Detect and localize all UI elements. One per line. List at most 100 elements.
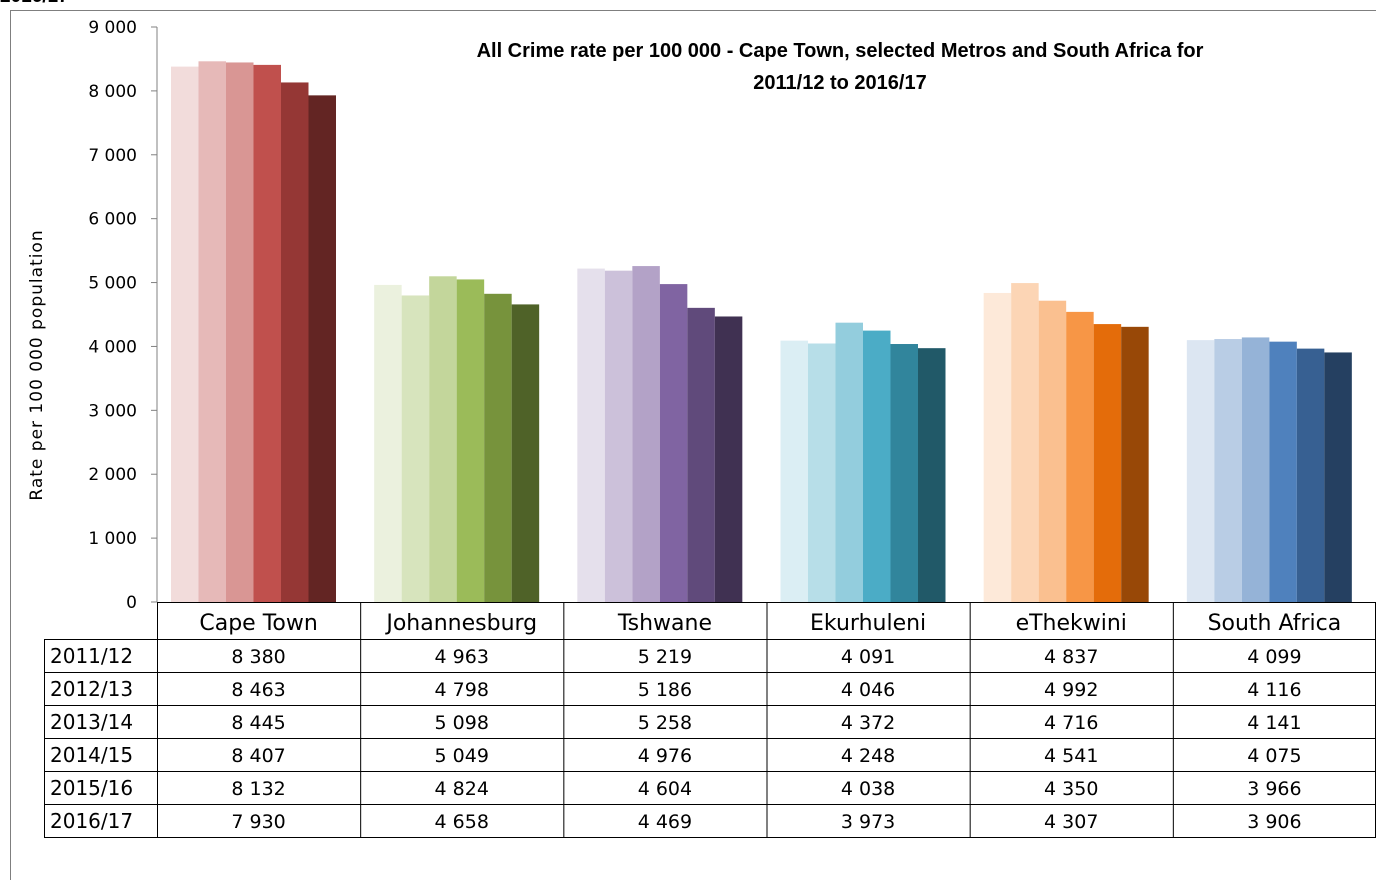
y-tick-label: 0: [126, 593, 137, 613]
table-cell: 4 099: [1247, 646, 1301, 668]
bar: [835, 322, 863, 602]
bar: [780, 340, 808, 602]
table-header-category: Johannesburg: [384, 611, 537, 636]
table-row-label: 2016/17: [50, 809, 133, 833]
bar: [1011, 283, 1039, 602]
y-tick-label: 8 000: [88, 82, 137, 102]
table-cell: 8 132: [231, 778, 285, 800]
bar: [1241, 337, 1270, 602]
bar: [456, 279, 485, 602]
table-cell: 3 906: [1247, 811, 1301, 833]
table-cell: 4 976: [638, 745, 692, 767]
chart-title-line2: 2011/12 to 2016/17: [753, 72, 926, 94]
bar: [1269, 341, 1297, 602]
bar: [171, 66, 199, 603]
table-cell: 4 350: [1044, 778, 1098, 800]
bar: [401, 295, 430, 602]
bar-group: [780, 322, 946, 602]
y-axis: 0 1 000 2 000 3 000 4 000 5 000 6 000 7 000 8 00…: [88, 18, 158, 613]
bars: [171, 61, 1352, 603]
bar: [890, 344, 918, 602]
bar: [1066, 311, 1094, 602]
y-tick-label: 6 000: [88, 210, 137, 230]
table-cell: 5 219: [638, 646, 692, 668]
bar: [714, 316, 743, 602]
bar: [429, 276, 457, 602]
bar: [1324, 352, 1352, 602]
bar: [198, 61, 226, 602]
table-cell: 8 407: [231, 745, 285, 767]
bar: [808, 343, 836, 602]
data-table: Cape Town Johannesburg Tshwane Ekurhuleni eT…: [44, 602, 1376, 838]
bar: [511, 304, 540, 602]
bar: [659, 284, 688, 602]
bar: [604, 270, 633, 602]
bar: [687, 307, 715, 602]
table-row-label: 2015/16: [50, 776, 133, 800]
table-cell: 8 463: [231, 679, 285, 701]
bar-group: [983, 283, 1149, 602]
table-cell: 4 075: [1247, 745, 1301, 767]
cut-off-heading: 2016/17: [0, 0, 69, 8]
table-cell: 4 798: [435, 679, 489, 701]
bar: [918, 348, 946, 602]
table-cell: 4 963: [435, 646, 489, 668]
bar: [983, 292, 1012, 602]
table-cell: 4 248: [841, 745, 895, 767]
table-cell: 8 445: [231, 712, 285, 734]
y-tick-label: 3 000: [88, 401, 137, 421]
bar: [484, 293, 512, 602]
table-cell: 4 992: [1044, 679, 1098, 701]
table-cell: 7 930: [231, 811, 285, 833]
bar: [253, 64, 281, 602]
table-cell: 4 116: [1247, 679, 1301, 701]
table-row-label: 2011/12: [50, 644, 133, 668]
table-cell: 4 372: [841, 712, 895, 734]
bar: [1186, 340, 1215, 602]
bar-group: [374, 276, 540, 602]
y-tick-label: 9 000: [88, 18, 137, 38]
table-cell: 4 824: [435, 778, 489, 800]
table-cell: 4 716: [1044, 712, 1098, 734]
table-cell: 3 973: [841, 811, 895, 833]
table-row-label: 2014/15: [50, 743, 133, 767]
table-cell: 5 186: [638, 679, 692, 701]
table-header-category: Ekurhuleni: [810, 611, 926, 636]
bar: [281, 82, 309, 602]
chart-border: [10, 10, 1376, 880]
table-cell: 4 469: [638, 811, 692, 833]
y-axis-title: Rate per 100 000 population: [27, 229, 47, 500]
bar: [1038, 300, 1067, 602]
y-tick-label: 5 000: [88, 274, 137, 294]
table-cell: 4 837: [1044, 646, 1098, 668]
table-cell: 4 541: [1044, 745, 1098, 767]
table-header-category: Cape Town: [199, 611, 317, 636]
y-tick-label: 7 000: [88, 146, 137, 166]
bar: [863, 330, 891, 602]
bar: [632, 266, 660, 602]
y-tick-label: 1 000: [88, 529, 137, 549]
table-header-category: Tshwane: [617, 611, 712, 636]
chart-title: All Crime rate per 100 000 - Cape Town, …: [477, 40, 1204, 62]
table-cell: 5 258: [638, 712, 692, 734]
y-tick-label: 4 000: [88, 337, 137, 357]
table-cell: 4 604: [638, 778, 692, 800]
table-cell: 4 141: [1247, 712, 1301, 734]
table-header-category: eThekwini: [1016, 611, 1127, 636]
table-cell: 5 098: [435, 712, 489, 734]
bar: [1296, 348, 1325, 602]
bar-group: [577, 266, 743, 602]
bar: [577, 268, 605, 602]
table-cell: 4 046: [841, 679, 895, 701]
bar: [1214, 339, 1242, 602]
table-cell: 8 380: [231, 646, 285, 668]
table-row-label: 2013/14: [50, 710, 133, 734]
bar-group: [171, 61, 336, 603]
table-header-category: South Africa: [1208, 611, 1342, 636]
table-cell: 4 091: [841, 646, 895, 668]
bar: [374, 284, 402, 602]
table-cell: 4 658: [435, 811, 489, 833]
table-cell: 5 049: [435, 745, 489, 767]
